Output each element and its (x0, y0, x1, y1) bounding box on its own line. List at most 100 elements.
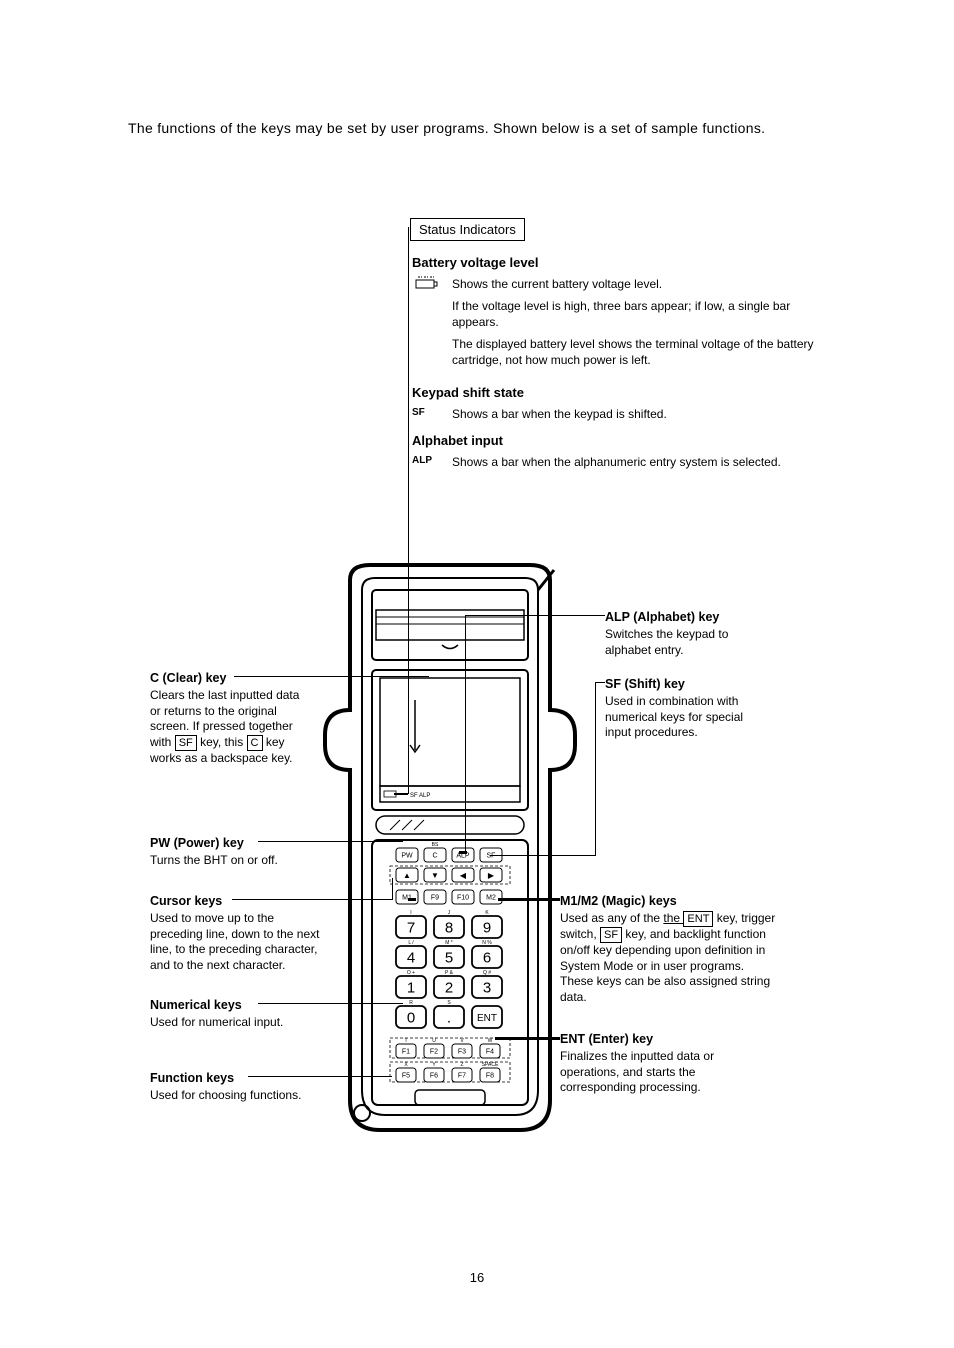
leader-cursor-v (392, 878, 393, 900)
svg-text:R: R (409, 1000, 413, 1006)
svg-text:0: 0 (407, 1010, 415, 1027)
svg-text:M *: M * (445, 940, 453, 946)
svg-text:ENT: ENT (477, 1013, 497, 1024)
svg-text:5: 5 (445, 950, 453, 967)
cursor-desc: Used to move up to the preceding line, d… (150, 911, 325, 973)
svg-text:9: 9 (483, 920, 491, 937)
svg-text:V: V (460, 1038, 464, 1044)
svg-text:7: 7 (407, 920, 415, 937)
svg-text:Q #: Q # (483, 970, 491, 976)
ent-desc: Finalizes the inputted data or operation… (560, 1049, 760, 1096)
svg-text:W: W (488, 1038, 493, 1044)
battery-desc-3: The displayed battery level shows the te… (452, 336, 827, 368)
leader-alp-key-h (465, 615, 605, 616)
leader-pw-key (258, 841, 403, 842)
fn-title: Function keys (150, 1070, 320, 1086)
svg-text:K: K (485, 910, 489, 916)
svg-text:2: 2 (445, 980, 453, 997)
battery-desc-1: Shows the current battery voltage level. (452, 276, 827, 292)
svg-text:P &: P & (445, 970, 454, 976)
alp-key-desc: Switches the keypad to alphabet entry. (605, 627, 770, 658)
svg-text:I: I (410, 910, 411, 916)
svg-text:F2: F2 (430, 1048, 438, 1055)
callout-cursor-keys: Cursor keys Used to move up to the prece… (150, 893, 325, 974)
keycap-ent: ENT (683, 911, 713, 927)
svg-text:F8: F8 (486, 1072, 494, 1079)
callout-magic-keys: M1/M2 (Magic) keys Used as any of the th… (560, 893, 780, 1006)
battery-heading: Battery voltage level (412, 254, 827, 272)
leader-sf-key-h2 (490, 855, 596, 856)
svg-text:SF ALP: SF ALP (410, 793, 430, 799)
callout-alp-key: ALP (Alphabet) key Switches the keypad t… (605, 609, 770, 658)
svg-text:M2: M2 (486, 894, 496, 901)
callout-ent-key: ENT (Enter) key Finalizes the inputted d… (560, 1031, 760, 1096)
c-key-title: C (Clear) key (150, 670, 310, 686)
svg-text:U: U (432, 1038, 436, 1044)
svg-text:PW: PW (401, 852, 413, 859)
shift-label: SF (412, 406, 442, 420)
svg-text:F7: F7 (458, 1072, 466, 1079)
svg-text:Z: Z (460, 1062, 463, 1068)
svg-text:8: 8 (445, 920, 453, 937)
device-diagram: SF ALP PWCALPSF BS ▲▼◀▶ M1F9F10M2 7I8J9K… (320, 560, 580, 1160)
svg-text:1: 1 (407, 980, 415, 997)
svg-text:C: C (432, 852, 437, 859)
leader-fn (248, 1076, 392, 1077)
leader-alp-key-v (465, 615, 466, 852)
svg-text:L /: L / (408, 940, 414, 946)
leader-alp-key-tip (459, 851, 467, 854)
alp-desc: Shows a bar when the alphanumeric entry … (452, 454, 827, 470)
num-desc: Used for numerical input. (150, 1015, 320, 1031)
pw-key-title: PW (Power) key (150, 835, 310, 851)
keycap-sf: SF (175, 735, 197, 751)
svg-text:F9: F9 (431, 894, 439, 901)
battery-desc-2: If the voltage level is high, three bars… (452, 298, 827, 330)
svg-text:BS: BS (432, 842, 439, 848)
shift-desc: Shows a bar when the keypad is shifted. (452, 406, 827, 422)
svg-text:4: 4 (407, 950, 415, 967)
magic-pre: Used as any of the (560, 911, 663, 925)
svg-text:F1: F1 (402, 1048, 410, 1055)
leader-magic-tip (498, 898, 506, 901)
svg-text:F4: F4 (486, 1048, 494, 1055)
leader-sf-key-v (595, 682, 596, 855)
callout-c-key: C (Clear) key Clears the last inputted d… (150, 670, 310, 767)
svg-text:.: . (447, 1010, 451, 1027)
svg-text:◀: ◀ (460, 871, 467, 880)
svg-text:F6: F6 (430, 1072, 438, 1079)
keycap-sf2: SF (600, 927, 622, 943)
ent-title: ENT (Enter) key (560, 1031, 760, 1047)
intro-text: The functions of the keys may be set by … (128, 118, 828, 139)
svg-text:J: J (448, 910, 451, 916)
magic-title: M1/M2 (Magic) keys (560, 893, 780, 909)
keycap-c: C (247, 735, 263, 751)
svg-text:T: T (404, 1038, 407, 1044)
status-indicators-section: Battery voltage level Shows the current … (412, 244, 827, 470)
leader-sf-key-h (595, 682, 605, 683)
alp-key-title: ALP (Alphabet) key (605, 609, 770, 625)
leader-num (258, 1003, 403, 1004)
battery-icon (412, 276, 442, 295)
num-title: Numerical keys (150, 997, 320, 1013)
leader-ent (495, 1037, 560, 1040)
sf-key-desc: Used in combination with numerical keys … (605, 694, 760, 741)
svg-text:F10: F10 (457, 894, 469, 901)
svg-text:X: X (404, 1062, 408, 1068)
svg-text:N %: N % (482, 940, 492, 946)
svg-text:O +: O + (407, 970, 415, 976)
svg-text:F3: F3 (458, 1048, 466, 1055)
svg-text:S: S (447, 1000, 451, 1006)
alp-label: ALP (412, 454, 442, 468)
svg-text:3: 3 (483, 980, 491, 997)
page-number: 16 (0, 1270, 954, 1285)
leader-magic-h (498, 898, 560, 901)
callout-sf-key: SF (Shift) key Used in combination with … (605, 676, 760, 741)
leader-c-key (234, 676, 429, 677)
sf-key-title: SF (Shift) key (605, 676, 760, 692)
status-indicators-label: Status Indicators (410, 218, 525, 241)
pw-key-desc: Turns the BHT on or off. (150, 853, 310, 869)
shift-heading: Keypad shift state (412, 384, 827, 402)
svg-text:Y: Y (432, 1062, 436, 1068)
cursor-title: Cursor keys (150, 893, 325, 909)
c-key-mid: key, this (197, 735, 247, 749)
